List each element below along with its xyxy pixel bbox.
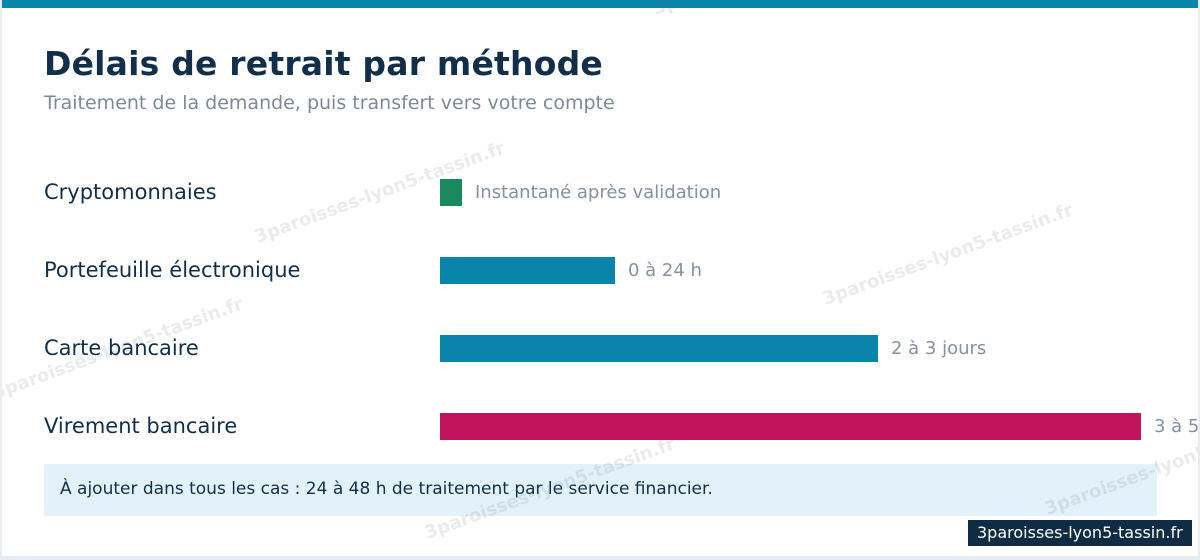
watermark-text: 3paroisses-lyon5-tassin.fr — [820, 199, 1076, 310]
accent-top-bar — [2, 0, 1198, 8]
bar — [440, 257, 615, 284]
watermark-text: 3paroisses-lyon5-tassin.fr — [252, 137, 508, 248]
bar — [440, 413, 1141, 440]
category-label: Portefeuille électronique — [44, 258, 301, 282]
bar-value-label: 2 à 3 jours — [891, 338, 987, 359]
category-label: Virement bancaire — [44, 414, 238, 438]
bar-value-label: 3 à 5 — [1154, 416, 1198, 437]
category-label: Cryptomonnaies — [44, 180, 217, 204]
watermark-text: 3paroisses-lyon5-tassin.fr — [2, 293, 246, 404]
info-note-text: À ajouter dans tous les cas : 24 à 48 h … — [60, 479, 713, 499]
bar-value-label: Instantané après validation — [475, 182, 722, 203]
category-label: Carte bancaire — [44, 336, 199, 360]
chart-title: Délais de retrait par méthode — [44, 44, 604, 83]
bar — [440, 335, 878, 362]
site-domain-badge: 3paroisses-lyon5-tassin.fr — [968, 520, 1192, 546]
chart-subtitle: Traitement de la demande, puis transfert… — [44, 92, 615, 114]
bar — [440, 179, 462, 206]
bar-value-label: 0 à 24 h — [628, 260, 702, 281]
info-note: À ajouter dans tous les cas : 24 à 48 h … — [44, 464, 1157, 516]
